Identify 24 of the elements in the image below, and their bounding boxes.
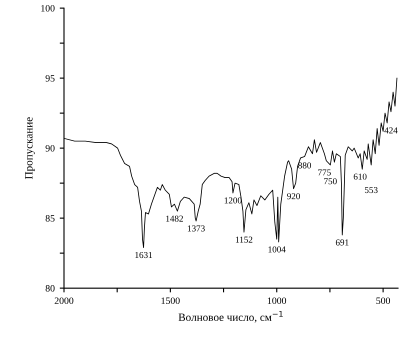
x-tick-label: 1000 xyxy=(268,297,286,304)
x-tick-label: 500 xyxy=(376,297,390,304)
x-axis-title: Волновое число, см$^{−1}$ xyxy=(178,310,283,323)
annotation: 880 xyxy=(298,162,312,168)
x-tick-label: 1500 xyxy=(162,297,180,304)
y-axis-title: Пропускание xyxy=(25,117,35,180)
annotation: 610 xyxy=(354,174,367,180)
annotation: 1152 xyxy=(236,236,252,243)
annotation: 750 xyxy=(324,178,337,184)
annotation: 1004 xyxy=(268,246,286,252)
annotation: 1631 xyxy=(135,252,152,258)
annotation: 1373 xyxy=(188,225,205,232)
y-tick-label: 80 xyxy=(46,285,55,292)
annotation: 1482 xyxy=(166,216,183,222)
annotation: 691 xyxy=(336,239,348,246)
annotation: 775 xyxy=(318,169,331,176)
annotation: 424 xyxy=(384,127,398,134)
annotation: 920 xyxy=(287,193,300,200)
y-tick-label: 90 xyxy=(46,145,55,152)
y-tick-label: 100 xyxy=(41,5,55,12)
y-tick-label: 95 xyxy=(46,75,55,82)
x-tick-label: 2000 xyxy=(54,297,74,304)
y-tick-label: 85 xyxy=(46,215,55,222)
annotation: 553 xyxy=(364,186,378,194)
